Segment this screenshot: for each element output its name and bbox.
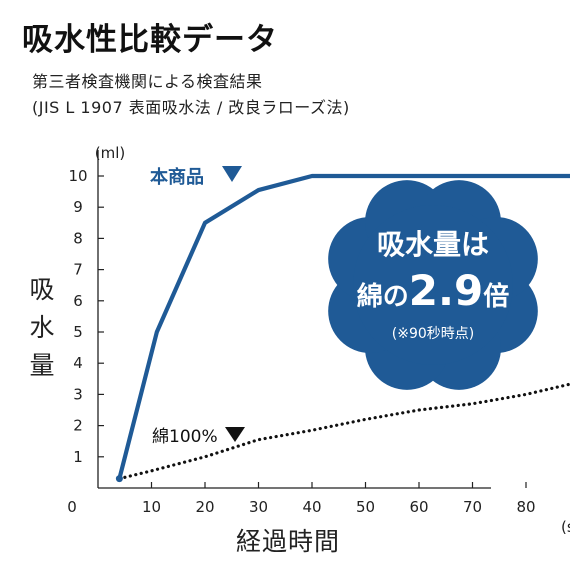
chart-axes [97,150,491,489]
x-tick-label: 20 [195,498,214,516]
badge-flower-shape [328,180,538,390]
y-axis-label-char-1: 吸 [29,275,55,304]
triangle-down-icon [222,166,242,182]
y-tick-label: 2 [73,417,83,435]
x-tick-label: 80 [516,498,535,516]
badge-ratio-value: 2.9 [409,266,483,315]
y-axis-label: 吸 水 量 [26,270,58,382]
x-tick-label: 0 [67,498,77,516]
y-tick-label: 10 [68,167,87,185]
y-tick-label: 8 [73,229,83,247]
badge-center [353,205,513,365]
chart-title: 吸水性比較データ [22,22,278,58]
x-tick-label: 40 [302,498,321,516]
x-tick-label: 10 [142,498,161,516]
y-tick-label: 3 [73,385,83,403]
series-line-product [117,173,570,481]
series-start-point [115,475,123,483]
chart-ticks: 010203040506070809012345678910(ml)(sec) [67,144,570,536]
y-tick-label: 6 [73,292,83,310]
y-axis-label-char-2: 水 [29,313,55,342]
y-tick-label: 7 [73,261,83,279]
x-tick-label: 50 [356,498,375,516]
y-tick-label: 1 [73,448,83,466]
x-axis-label: 経過時間 [236,527,341,556]
chart-lines [115,173,570,483]
subtitle-line-1: 第三者検査機関による検査結果 [32,72,263,91]
triangle-down-icon [225,427,245,442]
x-tick-label: 60 [409,498,428,516]
y-axis-label-char-3: 量 [29,351,55,380]
series-label-cotton: 綿100% [152,427,218,447]
badge-line-2-prefix: 綿の [357,281,409,312]
x-tick-label: 70 [463,498,482,516]
x-unit-label: (sec) [561,518,570,536]
y-unit-label: (ml) [95,144,125,162]
badge-note: (※90秒時点) [392,326,474,342]
badge-line-1: 吸水量は [377,228,489,261]
series-label-product: 本商品 [150,166,204,188]
subtitle-line-2: (JIS L 1907 表面吸水法 / 改良ラローズ法) [32,98,350,117]
badge-line-2: 綿の2.9倍 [357,266,509,315]
x-tick-label: 30 [249,498,268,516]
y-tick-label: 5 [73,323,83,341]
y-tick-label: 9 [73,198,83,216]
badge-line-2-suffix: 倍 [483,281,509,312]
y-tick-label: 4 [73,354,83,372]
series-line-cotton [117,382,570,481]
